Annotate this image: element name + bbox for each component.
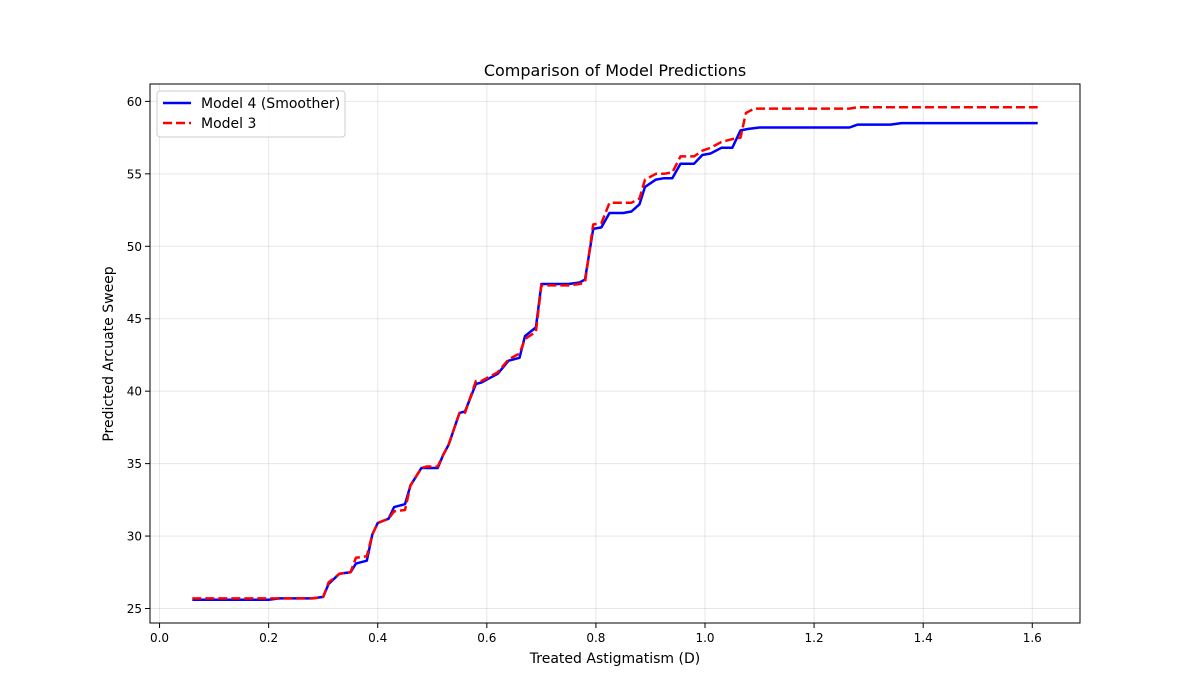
chart-title: Comparison of Model Predictions xyxy=(484,61,746,80)
legend-label-model-4: Model 4 (Smoother) xyxy=(201,96,340,112)
x-tick-label: 1.2 xyxy=(805,631,824,645)
series-line-1 xyxy=(192,105,1038,600)
y-tick-label: 25 xyxy=(127,602,142,616)
y-tick-label: 45 xyxy=(127,312,142,326)
y-tick-label: 60 xyxy=(127,95,142,109)
x-axis-label: Treated Astigmatism (D) xyxy=(529,651,700,667)
x-tick-label: 1.0 xyxy=(695,631,714,645)
plot-area-frame xyxy=(149,83,1081,624)
x-tick-label: 0.0 xyxy=(150,631,169,645)
y-tick-label: 40 xyxy=(127,385,142,399)
x-tick-label: 0.6 xyxy=(477,631,496,645)
y-axis: 25 30 35 40 45 50 55 60 xyxy=(127,95,150,616)
legend-label-model-3: Model 3 xyxy=(201,116,256,132)
x-tick-label: 1.6 xyxy=(1023,631,1042,645)
y-tick-label: 30 xyxy=(127,530,142,544)
x-tick-label: 1.4 xyxy=(914,631,933,645)
legend-frame xyxy=(156,90,346,138)
x-tick-label: 0.8 xyxy=(586,631,605,645)
y-axis-label: Predicted Arcuate Sweep xyxy=(101,266,117,441)
grid-lines xyxy=(150,84,1080,623)
x-axis: 0.0 0.2 0.4 0.6 0.8 1.0 1.2 1.4 1.6 xyxy=(150,623,1042,645)
series-layer xyxy=(192,105,1038,602)
y-tick-label: 35 xyxy=(127,457,142,471)
y-tick-label: 55 xyxy=(127,167,142,181)
x-tick-label: 0.2 xyxy=(259,631,278,645)
legend: Model 4 (Smoother) Model 3 xyxy=(156,90,346,138)
y-tick-label: 50 xyxy=(127,240,142,254)
x-tick-label: 0.4 xyxy=(368,631,387,645)
